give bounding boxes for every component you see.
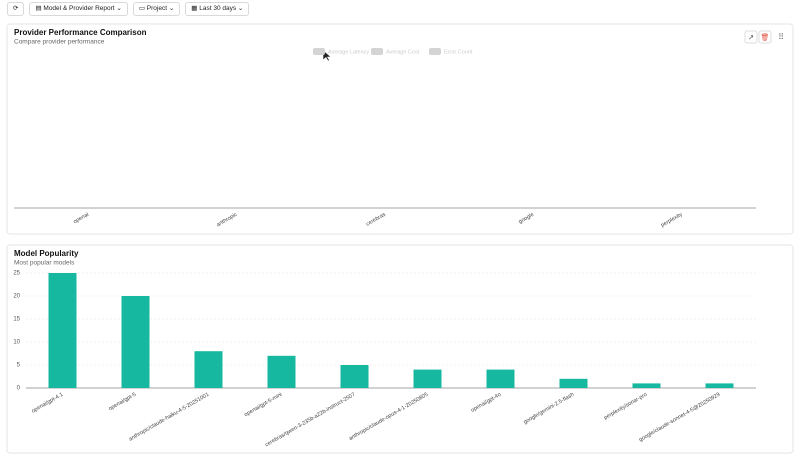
bar <box>413 369 442 388</box>
legend-swatch[interactable] <box>313 48 325 55</box>
button-label: Model & Provider Report <box>43 5 115 12</box>
button-label: Last 30 days <box>199 5 237 12</box>
y-tick-label: 20 <box>13 294 20 300</box>
toolbar: ⟳ ▤ Model & Provider Report ⌄ ▭ Project … <box>7 2 250 16</box>
legend-swatch[interactable] <box>371 48 383 55</box>
y-tick-label: 15 <box>13 317 20 323</box>
card <box>6 244 794 454</box>
delete-icon: 🗑 <box>761 32 770 41</box>
y-tick-label: 25 <box>13 271 20 277</box>
open-icon: ↗ <box>748 34 754 41</box>
y-tick-label: 10 <box>13 340 20 346</box>
bar <box>121 296 150 388</box>
project-button[interactable]: ▭ Project ⌄ <box>132 2 181 16</box>
report-button[interactable]: ▤ Model & Provider Report ⌄ <box>29 2 128 16</box>
bar <box>267 355 296 388</box>
y-tick-label: 5 <box>17 363 21 369</box>
bar <box>486 369 515 388</box>
bar <box>559 378 588 388</box>
legend-swatch[interactable] <box>429 48 441 55</box>
delete-button[interactable] <box>758 30 772 44</box>
y-tick-label: 0 <box>17 386 21 392</box>
drag-handle[interactable]: ⠿ <box>778 33 784 42</box>
refresh-button[interactable]: ⟳ <box>7 2 25 16</box>
chart-title: Model Popularity <box>14 249 79 258</box>
legend-label: Error Count <box>444 49 473 55</box>
bar <box>705 383 734 388</box>
chart-subtitle: Compare provider performance <box>14 39 105 46</box>
card <box>6 23 794 235</box>
bar <box>48 273 77 388</box>
chart-subtitle: Most popular models <box>14 260 75 267</box>
bar <box>340 365 369 388</box>
bar <box>632 383 661 388</box>
open-button[interactable] <box>744 30 758 44</box>
button-label: Project <box>146 5 168 12</box>
bar <box>194 351 223 388</box>
date-button[interactable]: ▦ Last 30 days ⌄ <box>185 2 250 16</box>
legend-label: Average Latency <box>328 49 369 55</box>
chart-title: Provider Performance Comparison <box>14 28 147 37</box>
legend-label: Average Cost <box>386 49 420 55</box>
